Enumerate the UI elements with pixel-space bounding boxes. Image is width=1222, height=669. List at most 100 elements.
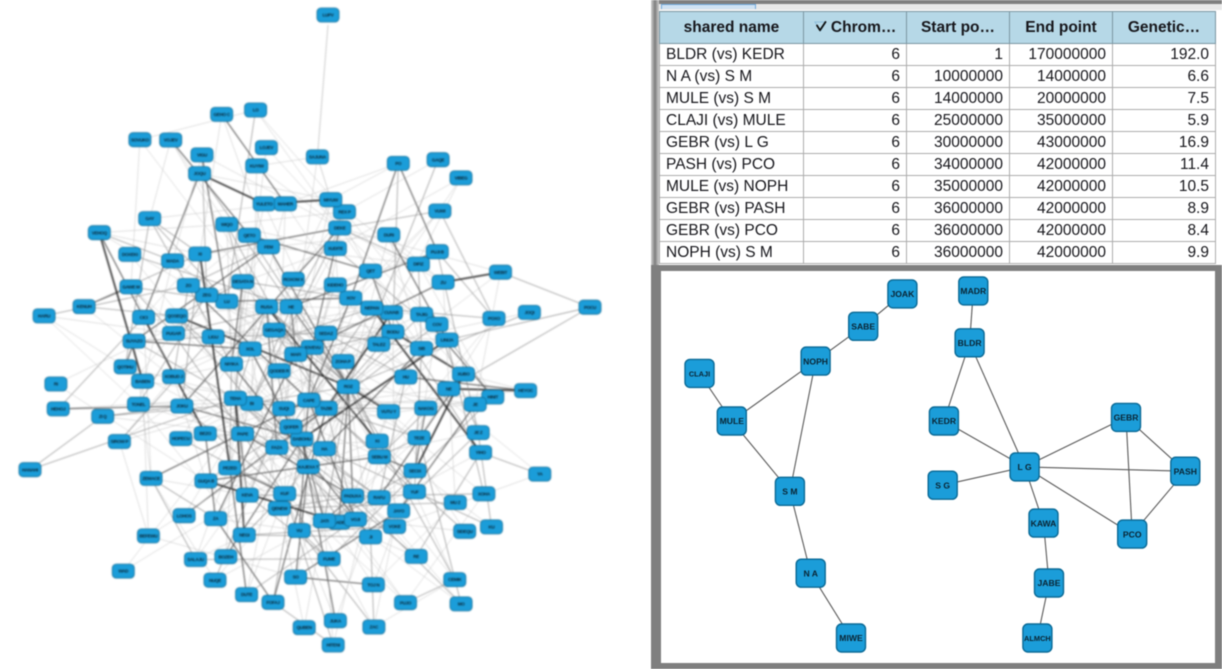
svg-text:SO: SO: [293, 575, 300, 580]
svg-text:ZEMACE: ZEMACE: [142, 476, 160, 481]
svg-text:XOL: XOL: [246, 347, 255, 352]
svg-text:TAJIG: TAJIG: [416, 312, 428, 317]
svg-text:LOHOS: LOHOS: [177, 513, 192, 518]
svg-text:ZU: ZU: [440, 280, 447, 285]
svg-text:KEVA: KEVA: [242, 493, 254, 498]
svg-text:S M: S M: [782, 486, 797, 496]
svg-text:KIDEHO: KIDEHO: [327, 283, 344, 288]
svg-text:PAPE: PAPE: [237, 432, 248, 437]
svg-text:ZI Q: ZI Q: [99, 414, 107, 419]
svg-text:GAQE: GAQE: [432, 157, 445, 162]
svg-text:NOPH: NOPH: [803, 356, 828, 366]
svg-text:REX P: REX P: [338, 209, 351, 214]
svg-text:KI: KI: [375, 439, 379, 444]
svg-text:SABE: SABE: [851, 321, 875, 331]
svg-text:NEGI: NEGI: [239, 533, 249, 538]
svg-text:HU: HU: [403, 375, 410, 380]
svg-text:HE: HE: [288, 304, 294, 309]
svg-text:GEHO C: GEHO C: [214, 112, 231, 117]
svg-text:BODU: BODU: [387, 329, 400, 334]
svg-text:PO: PO: [395, 161, 402, 166]
svg-text:XOBUD J: XOBUD J: [164, 374, 183, 379]
svg-text:FEM: FEM: [264, 244, 273, 249]
svg-text:ROZ: ROZ: [344, 384, 353, 389]
svg-text:SUQI: SUQI: [279, 406, 289, 411]
svg-text:KAWA: KAWA: [1031, 518, 1057, 528]
svg-text:HEYOC: HEYOC: [518, 388, 534, 393]
svg-text:JOQU: JOQU: [194, 171, 207, 176]
svg-text:LIGU: LIGU: [208, 335, 219, 340]
svg-text:DUTE: DUTE: [241, 592, 253, 597]
svg-text:L G: L G: [1018, 462, 1032, 472]
svg-text:JAYO: JAYO: [393, 509, 405, 514]
svg-text:TONEL: TONEL: [132, 402, 146, 407]
svg-text:MO: MO: [458, 602, 466, 607]
svg-text:SOVUKO: SOVUKO: [131, 137, 150, 142]
svg-text:MAHER: MAHER: [278, 201, 294, 206]
svg-text:VU: VU: [296, 528, 303, 533]
svg-text:GEBR: GEBR: [1114, 412, 1140, 422]
svg-text:KUF: KUF: [280, 491, 289, 496]
svg-text:LINIJA: LINIJA: [441, 338, 455, 343]
svg-text:ZAC: ZAC: [370, 625, 380, 630]
svg-text:PEZED: PEZED: [223, 466, 238, 471]
svg-text:YIHO: YIHO: [476, 450, 487, 455]
svg-text:VIBEG: VIBEG: [455, 176, 469, 181]
svg-text:SEBU M: SEBU M: [371, 454, 388, 459]
svg-text:XOHA: XOHA: [478, 491, 491, 496]
svg-text:SIDEQU: SIDEQU: [457, 529, 474, 534]
svg-text:KENUH: KENUH: [77, 304, 93, 309]
svg-text:QUBEN: QUBEN: [297, 625, 313, 630]
svg-text:JOKU: JOKU: [176, 404, 189, 409]
svg-text:RUSA: RUSA: [261, 304, 274, 309]
svg-text:QET: QET: [366, 269, 375, 274]
svg-text:HANAHI: HANAHI: [22, 467, 38, 472]
svg-text:GUQA B: GUQA B: [198, 479, 215, 484]
svg-text:SECIX: SECIX: [409, 468, 423, 473]
svg-text:FUME: FUME: [323, 557, 335, 562]
svg-text:JE Z: JE Z: [474, 430, 483, 435]
svg-text:PASH: PASH: [1174, 466, 1197, 476]
svg-text:TALEZ: TALEZ: [372, 342, 385, 347]
svg-text:N A: N A: [803, 568, 817, 578]
svg-text:RI: RI: [54, 382, 58, 387]
svg-text:VUWI: VUWI: [435, 209, 446, 214]
svg-text:HEHOJ: HEHOJ: [51, 407, 66, 412]
svg-text:JI: JI: [369, 535, 372, 540]
svg-text:VIGU: VIGU: [197, 153, 208, 158]
svg-text:ZO: ZO: [186, 283, 193, 288]
svg-text:WEBIT: WEBIT: [494, 270, 508, 275]
svg-text:SAJUNA: SAJUNA: [309, 155, 327, 160]
svg-text:WIQO: WIQO: [221, 222, 233, 227]
svg-text:SEDAZ: SEDAZ: [319, 331, 334, 336]
svg-text:JATI: JATI: [320, 518, 328, 523]
svg-text:FAZA: FAZA: [271, 445, 283, 450]
svg-text:QODEB R: QODEB R: [270, 368, 290, 373]
svg-text:LU: LU: [224, 299, 231, 304]
svg-text:KEDR: KEDR: [932, 416, 957, 426]
svg-text:BEZO: BEZO: [200, 431, 212, 436]
svg-text:XUBO: XUBO: [457, 372, 470, 377]
svg-text:JOQI: JOQI: [525, 310, 535, 315]
svg-text:JE: JE: [473, 402, 478, 407]
svg-text:RE: RE: [413, 554, 419, 559]
svg-text:CAPE: CAPE: [303, 398, 315, 403]
svg-text:ZA: ZA: [213, 516, 220, 521]
svg-text:HINIT: HINIT: [488, 395, 499, 400]
svg-text:HARU: HARU: [38, 314, 51, 319]
svg-text:YULETO: YULETO: [256, 201, 273, 206]
svg-text:ALMCH: ALMCH: [1024, 634, 1051, 643]
svg-text:JOAK: JOAK: [890, 289, 915, 299]
svg-text:LO: LO: [253, 108, 260, 113]
svg-text:WAD: WAD: [118, 569, 129, 574]
svg-text:PUJO: PUJO: [400, 600, 412, 605]
svg-text:VOJI: VOJI: [351, 517, 360, 522]
svg-text:ZEG: ZEG: [202, 293, 211, 298]
svg-text:PUJI B: PUJI B: [431, 249, 445, 254]
svg-text:NIYIKA: NIYIKA: [225, 362, 240, 367]
svg-text:SIB: SIB: [418, 346, 426, 351]
svg-text:ZOHA P: ZOHA P: [335, 359, 351, 364]
svg-text:HOPECU: HOPECU: [172, 436, 191, 441]
svg-text:YUF: YUF: [410, 489, 419, 494]
svg-text:XI: XI: [198, 252, 202, 257]
